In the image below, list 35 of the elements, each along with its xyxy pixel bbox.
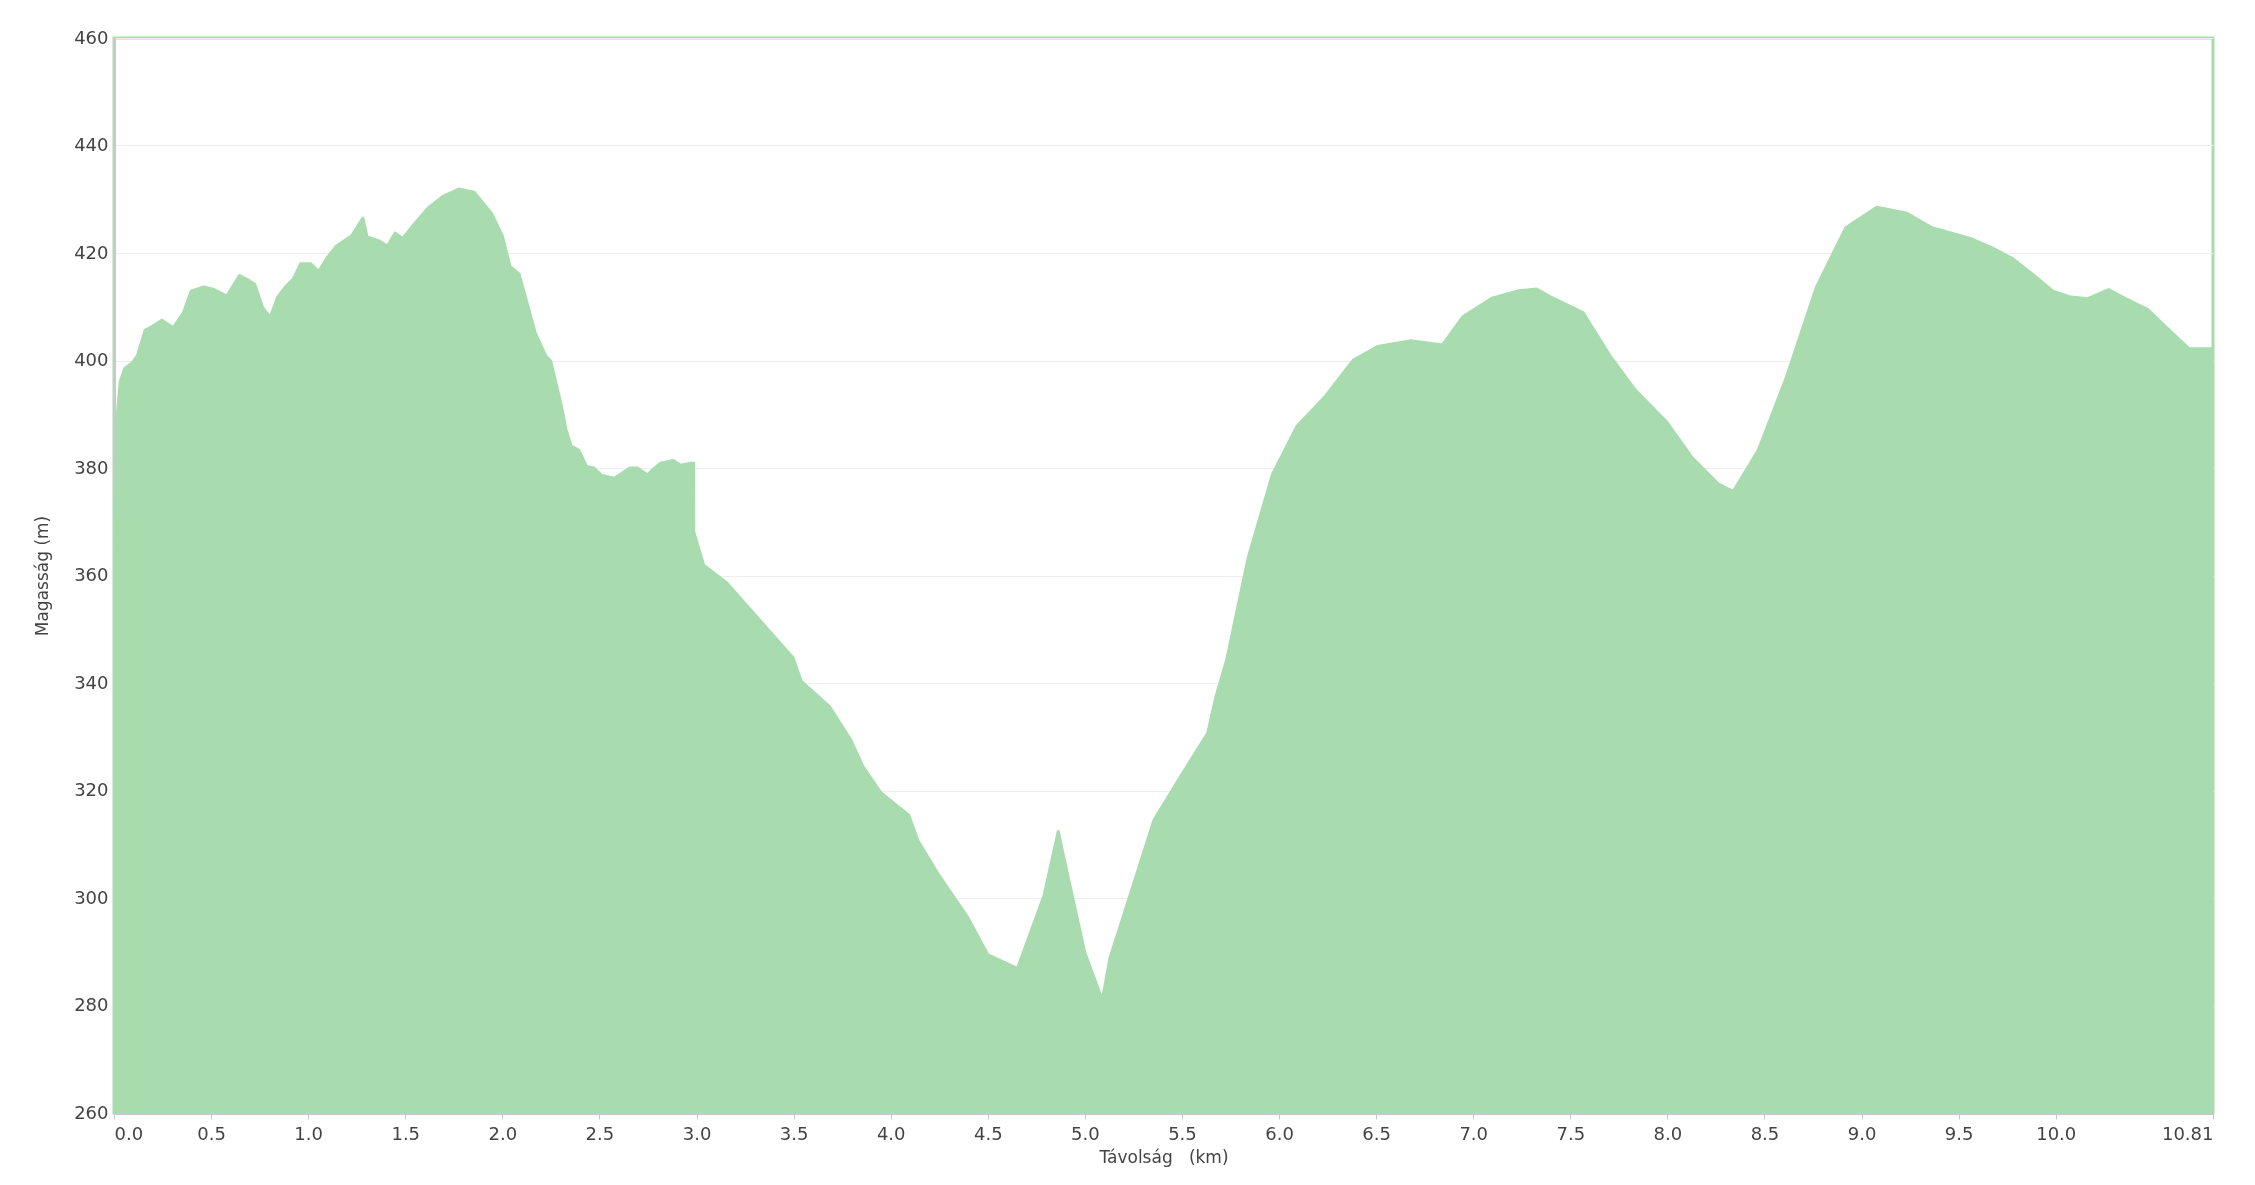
y-tick-label: 360 <box>74 564 109 585</box>
x-tick-label: 2.5 <box>585 1122 615 1144</box>
x-tick-label: 0.5 <box>197 1122 226 1144</box>
x-tick-label: 4.5 <box>973 1122 1003 1144</box>
x-tick-label: 6.5 <box>1362 1122 1391 1144</box>
x-tick-label: 1.0 <box>294 1122 323 1144</box>
x-tick-label: 5.0 <box>1071 1122 1100 1144</box>
x-tick-label: 2.0 <box>488 1122 518 1144</box>
x-tick-label: 3.0 <box>682 1122 712 1144</box>
y-tick-label: 260 <box>74 1101 109 1123</box>
y-tick-label: 300 <box>74 886 109 908</box>
y-tick-label: 400 <box>74 349 109 370</box>
y-tick-label: 440 <box>74 134 109 155</box>
y-tick-label: 460 <box>74 26 109 48</box>
y-tick-label: 380 <box>74 456 109 478</box>
x-tick-label: 5.5 <box>1168 1122 1197 1144</box>
y-tick-label: 420 <box>74 241 109 263</box>
x-axis-title: Távolság (km) <box>1098 1146 1229 1167</box>
y-tick-label: 280 <box>74 994 109 1015</box>
x-tick-label: 9.5 <box>1944 1122 1974 1144</box>
x-tick-label: 7.0 <box>1459 1122 1489 1144</box>
y-tick-label: 320 <box>74 779 109 800</box>
x-tick-label: 10.0 <box>2036 1122 2077 1144</box>
x-tick-label: 9.0 <box>1847 1122 1877 1144</box>
x-tick-label: 8.5 <box>1750 1122 1780 1144</box>
x-tick-label: 10.81 <box>2161 1122 2214 1144</box>
x-tick-label: 3.5 <box>779 1122 809 1144</box>
x-tick-label: 6.0 <box>1265 1122 1294 1144</box>
y-axis-title: Magasság (m) <box>32 515 53 637</box>
y-tick-label: 340 <box>74 671 109 693</box>
x-tick-label: 0.0 <box>114 1122 144 1144</box>
x-tick-label: 8.0 <box>1653 1122 1683 1144</box>
x-tick-label: 1.5 <box>391 1122 421 1144</box>
x-tick-label: 7.5 <box>1556 1122 1586 1144</box>
x-tick-label: 4.0 <box>876 1122 906 1144</box>
